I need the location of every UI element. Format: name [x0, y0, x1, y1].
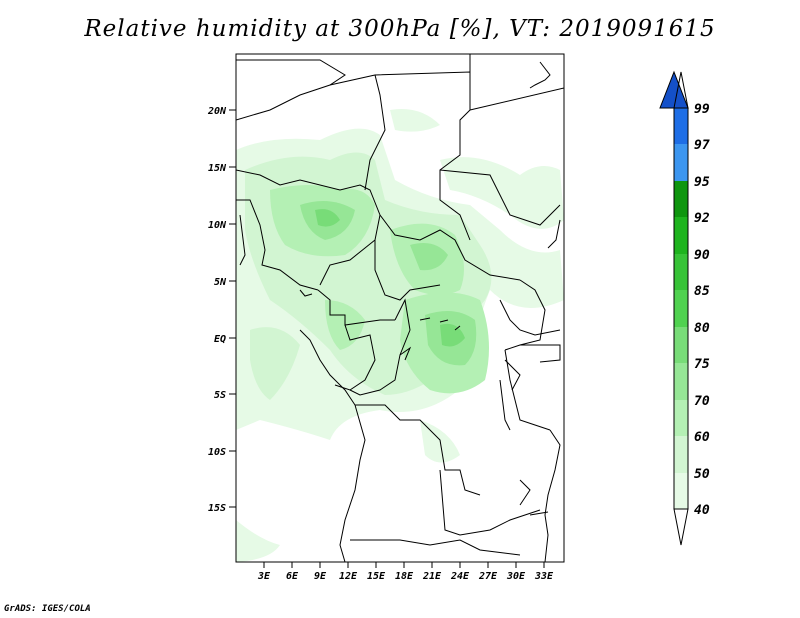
border-line: [236, 199, 319, 291]
map-frame: [235, 53, 565, 563]
humidity-peak-1: [440, 323, 465, 347]
colorbar-box-90-92: [674, 217, 688, 254]
border-line: [317, 289, 395, 326]
colorbar-label-85: 85: [694, 284, 710, 299]
colorbar-label-99: 99: [694, 102, 710, 117]
lat-label-eq: EQ: [214, 334, 226, 345]
lon-label-15e: 15E: [367, 571, 386, 582]
humidity-shading: [236, 109, 564, 562]
colorbar-bottom-arrow: [673, 508, 689, 546]
lon-label-33e: 33E: [534, 571, 554, 582]
humidity-mid-ocean: [250, 327, 300, 400]
border-line: [379, 214, 521, 281]
border-line: [544, 429, 561, 562]
colorbar-label-92: 92: [694, 211, 710, 226]
colorbar-label-60: 60: [694, 430, 710, 445]
border-line: [547, 219, 561, 249]
lon-label-27e: 27E: [478, 571, 498, 582]
humidity-region-sw: [236, 520, 280, 562]
border-line: [355, 404, 481, 496]
humidity-core-3: [410, 242, 448, 271]
colorbar-box-85-90: [674, 254, 688, 290]
colorbar-label-90: 90: [694, 248, 710, 263]
border-line: [349, 298, 411, 396]
latitude-axis: 20N 15N 10N 5N EQ 5S 10S 15S: [207, 106, 236, 514]
border-line: [499, 299, 561, 336]
lat-label-5n: 5N: [214, 277, 227, 288]
lon-label-24e: 24E: [450, 571, 470, 582]
colorbar-label-95: 95: [694, 175, 710, 190]
lon-label-9e: 9E: [314, 571, 327, 582]
colorbar-box-40-50: [674, 473, 688, 509]
border-line: [529, 511, 549, 516]
colorbar: 99 97 95 92 90 85 80 75 70 60 50 40: [659, 70, 710, 546]
border-line: [236, 59, 346, 121]
border-line: [299, 329, 356, 406]
colorbar-label-70: 70: [694, 394, 710, 409]
colorbar-label-75: 75: [694, 357, 710, 372]
border-line: [339, 404, 366, 562]
map-title: Relative humidity at 300hPa [%], VT: 201…: [84, 16, 716, 42]
border-line: [299, 289, 313, 297]
colorbar-label-80: 80: [694, 321, 710, 336]
border-line: [374, 240, 441, 301]
humidity-region-east: [440, 157, 564, 229]
colorbar-box-60-70: [674, 400, 688, 436]
lon-label-30e: 30E: [506, 571, 526, 582]
colorbar-box-92-95: [674, 181, 688, 217]
border-line: [334, 324, 376, 391]
humidity-peak-2: [315, 209, 340, 227]
grads-credit: GrADS: IGES/COLA: [4, 604, 91, 614]
colorbar-label-97: 97: [694, 138, 710, 153]
border-line: [469, 87, 564, 111]
border-line: [439, 469, 541, 536]
lon-label-3e: 3E: [257, 571, 271, 582]
border-line: [236, 169, 381, 286]
colorbar-label-50: 50: [694, 467, 710, 482]
border-line: [350, 539, 521, 556]
border-line: [504, 359, 521, 391]
colorbar-box-95-97: [674, 144, 688, 181]
lat-label-10s: 10S: [208, 447, 226, 458]
colorbar-label-40: 40: [694, 503, 710, 518]
country-borders: [236, 54, 564, 562]
humidity-region-north: [390, 109, 440, 132]
colorbar-box-75-80: [674, 327, 688, 363]
border-line: [499, 379, 511, 431]
border-line: [529, 61, 551, 89]
lat-label-15s: 15S: [208, 503, 226, 514]
colorbar-outline: [673, 107, 689, 510]
border-line: [439, 169, 561, 226]
colorbar-box-70-75: [674, 363, 688, 400]
border-line: [504, 349, 551, 431]
lon-label-21e: 21E: [422, 571, 442, 582]
lat-label-5s: 5S: [214, 390, 226, 401]
border-line: [399, 346, 412, 361]
lat-label-15n: 15N: [208, 163, 227, 174]
border-line: [329, 74, 386, 191]
border-line: [419, 317, 461, 331]
border-line: [520, 344, 561, 363]
lat-label-20n: 20N: [207, 106, 227, 117]
lon-label-12e: 12E: [339, 571, 358, 582]
border-line: [239, 214, 246, 266]
lat-label-10n: 10N: [208, 220, 227, 231]
lon-label-18e: 18E: [395, 571, 414, 582]
lon-label-6e: 6E: [286, 571, 299, 582]
colorbar-box-80-85: [674, 290, 688, 327]
border-line: [504, 279, 546, 351]
colorbar-top-arrow: [659, 70, 689, 109]
colorbar-box-97-99: [674, 108, 688, 144]
border-line: [374, 71, 471, 241]
border-line: [519, 479, 531, 506]
longitude-axis: 3E 6E 9E 12E 15E 18E 21E 24E 27E 30E 33E: [257, 562, 554, 582]
colorbar-box-50-60: [674, 436, 688, 473]
